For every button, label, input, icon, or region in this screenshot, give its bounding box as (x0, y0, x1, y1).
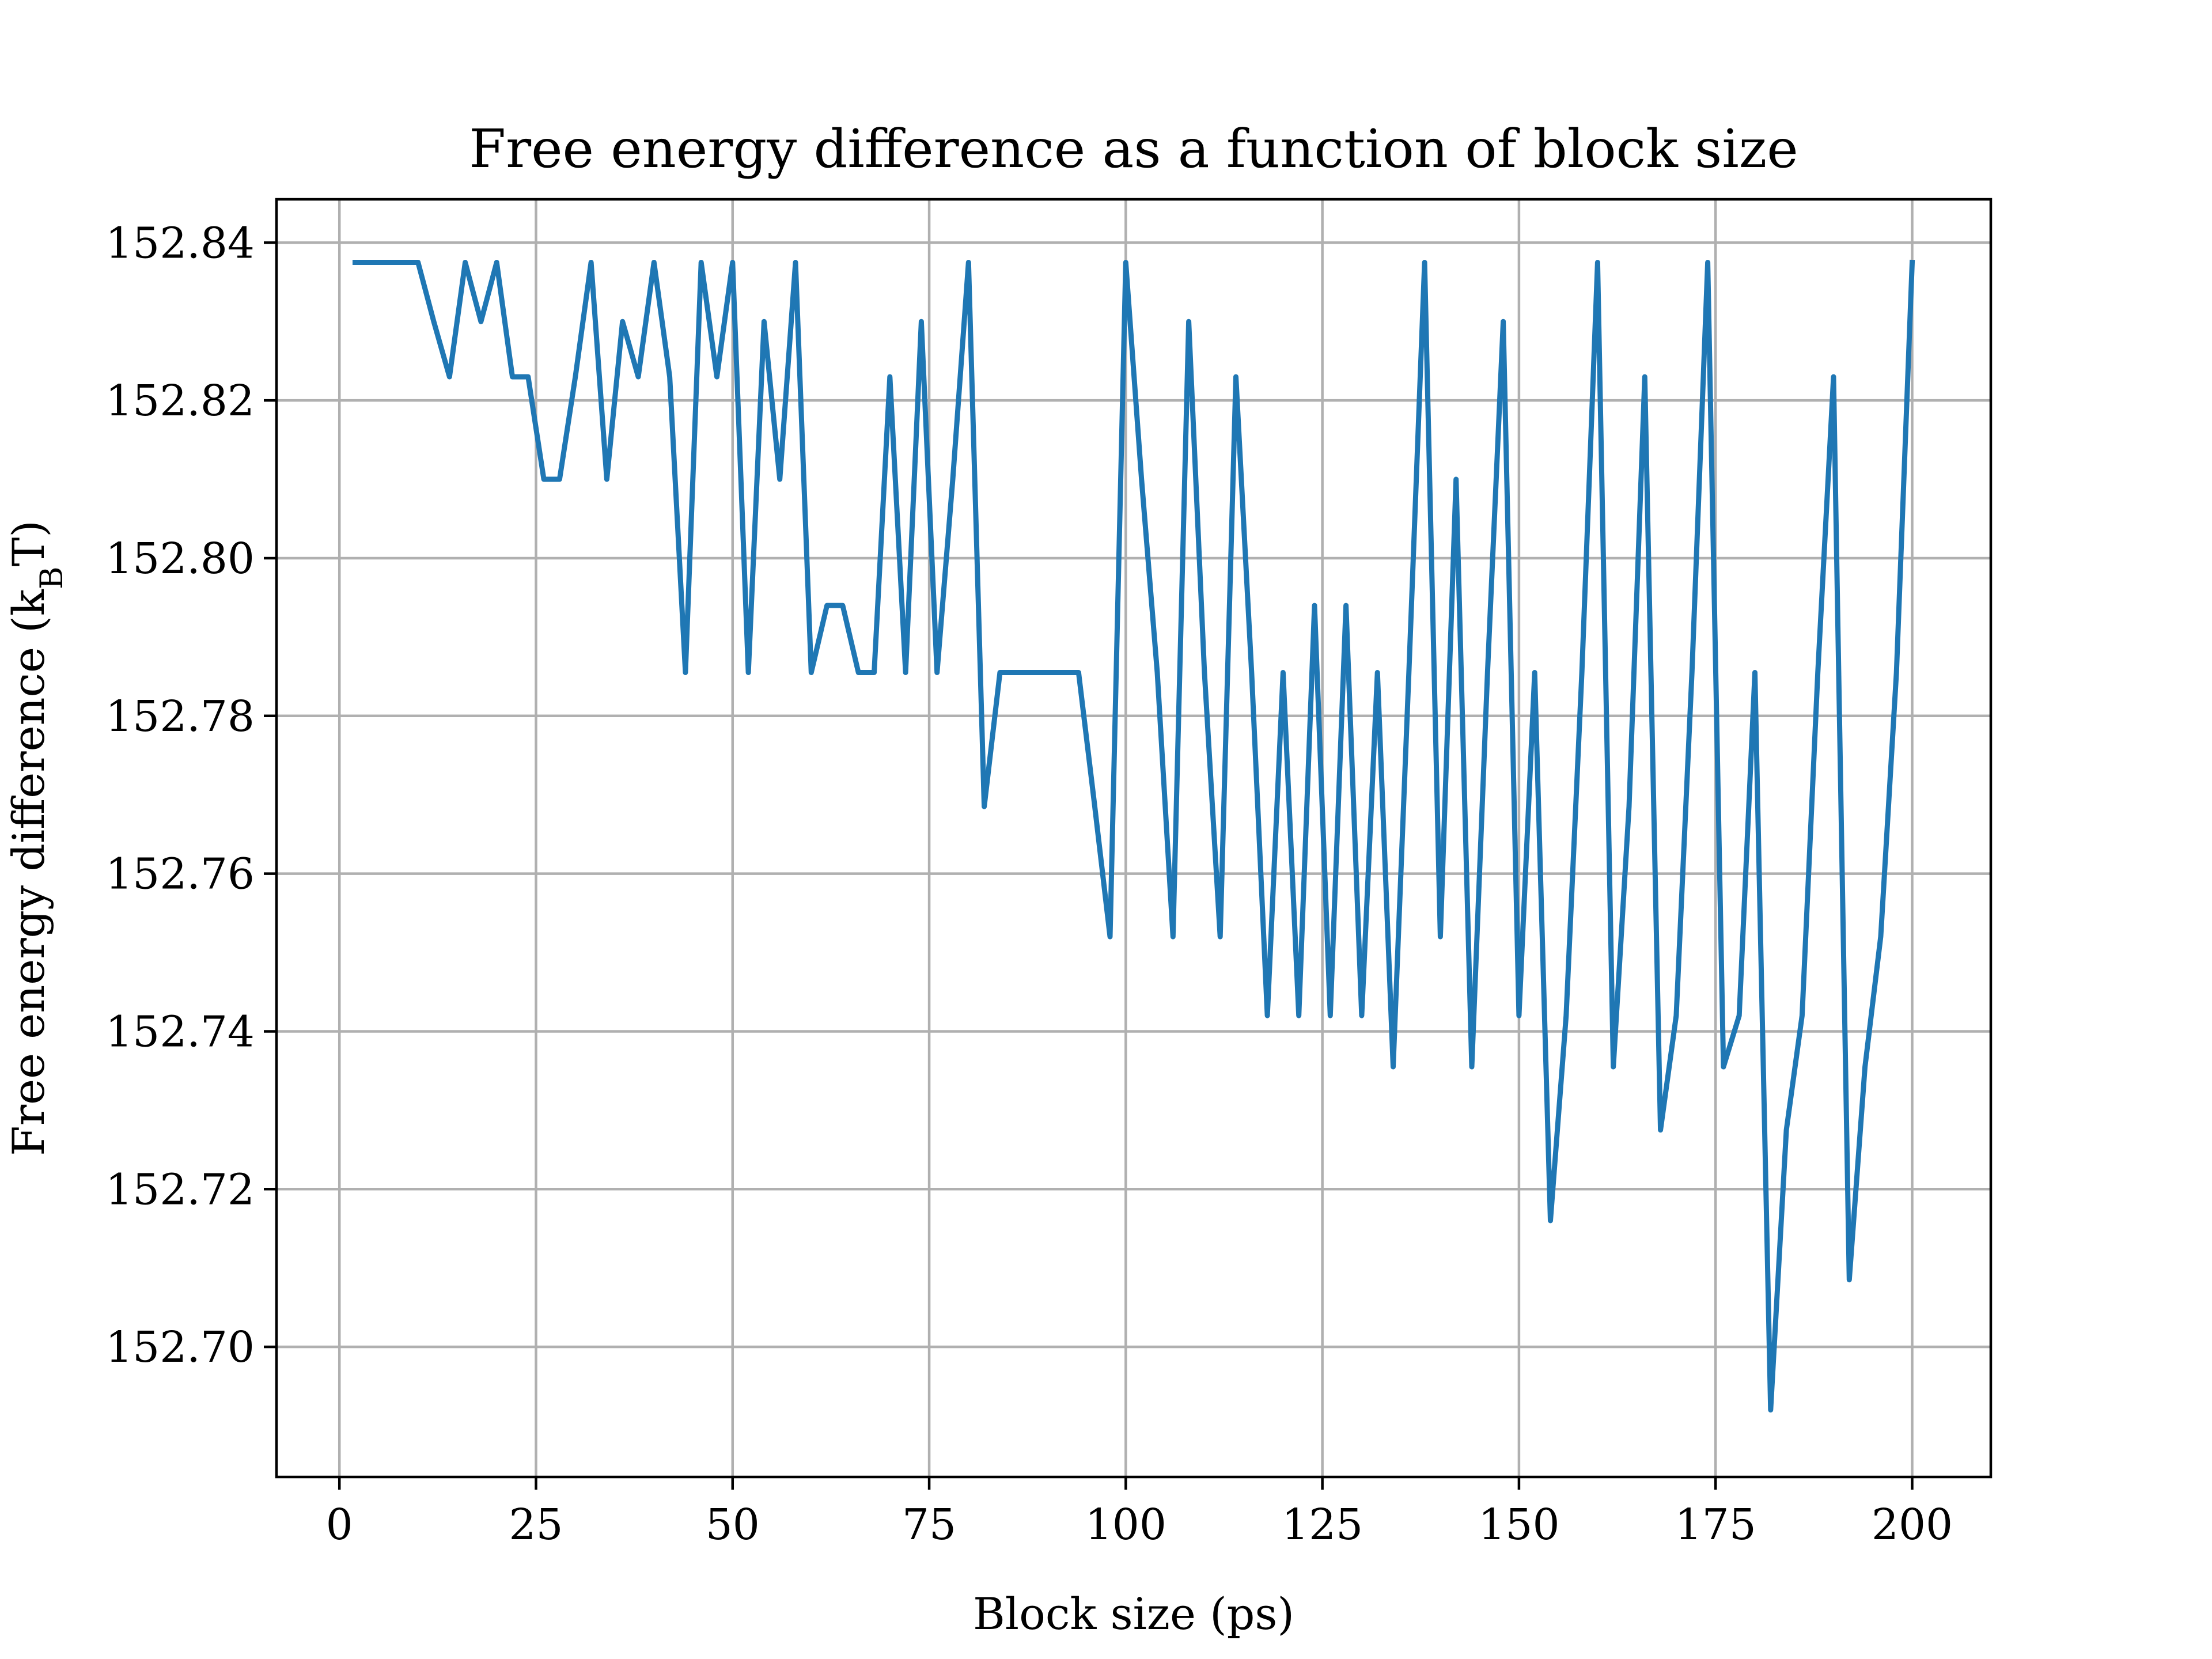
series-layer (353, 259, 1915, 1413)
y-axis-label: Free energy difference (kBT) (3, 520, 70, 1156)
y-axis-label-main: Free energy difference (k (3, 589, 54, 1156)
plot-frame (275, 198, 1993, 1479)
x-tick-label: 75 (902, 1500, 956, 1550)
y-tick-label: 152.80 (105, 534, 255, 584)
chart-title: Free energy difference as a function of … (469, 118, 1798, 180)
y-tick-label: 152.74 (105, 1007, 255, 1056)
y-tick-label: 152.84 (105, 218, 255, 268)
y-tick-label: 152.82 (105, 376, 255, 426)
x-tick-label: 150 (1478, 1500, 1559, 1550)
x-tick-label: 50 (706, 1500, 760, 1550)
x-tick-label: 200 (1872, 1500, 1953, 1550)
y-tick-label: 152.72 (105, 1165, 255, 1214)
x-tick-label: 175 (1675, 1500, 1756, 1550)
x-tick-label: 0 (326, 1500, 353, 1550)
x-axis-label: Block size (ps) (973, 1588, 1294, 1639)
y-axis-label-tail: T) (3, 520, 54, 566)
y-tick-label: 152.76 (105, 850, 255, 899)
series-line (353, 259, 1915, 1413)
y-tick-label: 152.70 (105, 1323, 255, 1372)
x-tick-label: 100 (1085, 1500, 1166, 1550)
x-tick-label: 125 (1282, 1500, 1363, 1550)
y-axis-label-subscript: B (33, 566, 70, 589)
x-tick-label: 25 (509, 1500, 563, 1550)
y-tick-label: 152.78 (105, 692, 255, 741)
axis-ticks: 0 25 50 75 100 125 150 175 200 152.70 152.72 152.74… (105, 218, 1953, 1550)
